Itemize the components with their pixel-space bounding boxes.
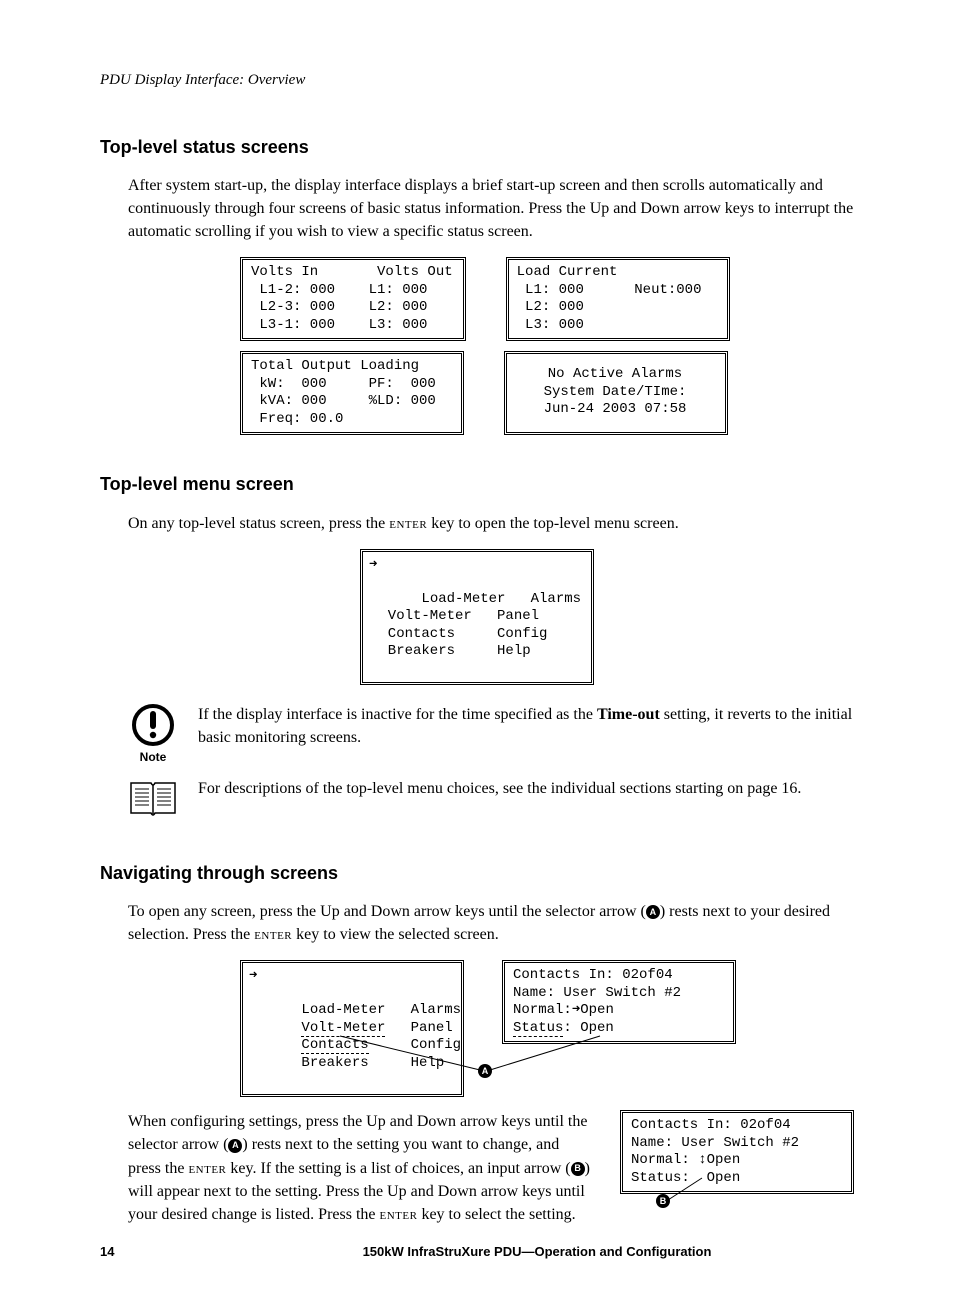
lcd-top-menu-text: Load-Meter Alarms Volt-Meter Panel Conta… (371, 591, 581, 660)
lcd-total-output: Total Output Loading kW: 000 PF: 000 kVA… (240, 351, 464, 435)
lcd-nav-menu-text: Load-Meter Alarms Volt-Meter Panel Conta… (285, 1002, 461, 1072)
selector-arrow-icon: ➜ (369, 557, 377, 575)
xref-text: For descriptions of the top-level menu c… (198, 777, 801, 800)
lcd-nav-menu: ➜ Load-Meter Alarms Volt-Meter Panel Con… (240, 960, 464, 1097)
lcd-top-menu: ➜ Load-Meter Alarms Volt-Meter Panel Con… (360, 549, 594, 686)
nav1-a: To open any screen, press the Up and Dow… (128, 903, 646, 920)
note-text: If the display interface is inactive for… (198, 703, 854, 749)
key-enter-4: enter (380, 1206, 418, 1223)
key-enter: enter (389, 515, 427, 532)
para-nav2: When configuring settings, press the Up … (128, 1110, 596, 1226)
lcd-alarms: No Active Alarms System Date/TIme: Jun-2… (504, 351, 728, 435)
page-number: 14 (100, 1243, 280, 1262)
nav-diagram: ➜ Load-Meter Alarms Volt-Meter Panel Con… (240, 960, 854, 1090)
para-menu-pre: On any top-level status screen, press th… (128, 515, 389, 532)
nav2-c: key. If the setting is a list of choices… (226, 1160, 570, 1177)
para-nav1: To open any screen, press the Up and Dow… (128, 900, 854, 946)
key-enter-3: enter (188, 1160, 226, 1177)
breadcrumb: PDU Display Interface: Overview (100, 70, 854, 92)
lcd-volts: Volts In Volts Out L1-2: 000 L1: 000 L2-… (240, 257, 466, 341)
para-status: After system start-up, the display inter… (128, 174, 854, 244)
footer-title: 150kW InfraStruXure PDU—Operation and Co… (280, 1243, 794, 1262)
heading-menu-screen: Top-level menu screen (100, 471, 854, 497)
lcd-contacts-1: Contacts In: 02of04 Name: User Switch #2… (502, 960, 736, 1044)
heading-navigating: Navigating through screens (100, 860, 854, 886)
note-text-bold: Time-out (597, 706, 660, 723)
lcd-load-current: Load Current L1: 000 Neut:000 L2: 000 L3… (506, 257, 730, 341)
para-menu-post: key to open the top-level menu screen. (427, 515, 678, 532)
book-icon (128, 777, 178, 824)
note-label: Note (140, 749, 167, 766)
nav1-c: key to view the selected screen. (292, 926, 499, 943)
label-b-inline: B (571, 1162, 585, 1176)
selector-arrow-icon-2: ➜ (249, 968, 257, 986)
note-icon: Note (128, 703, 178, 766)
key-enter-2: enter (254, 926, 292, 943)
page-footer: 14 150kW InfraStruXure PDU—Operation and… (100, 1243, 854, 1262)
label-a-inline-2: A (228, 1139, 242, 1153)
nav2-e: key to select the setting. (417, 1206, 575, 1223)
para-menu: On any top-level status screen, press th… (128, 512, 854, 535)
heading-status-screens: Top-level status screens (100, 134, 854, 160)
label-a-diagram: A (478, 1064, 492, 1078)
label-a-inline: A (646, 905, 660, 919)
note-text-pre: If the display interface is inactive for… (198, 706, 597, 723)
